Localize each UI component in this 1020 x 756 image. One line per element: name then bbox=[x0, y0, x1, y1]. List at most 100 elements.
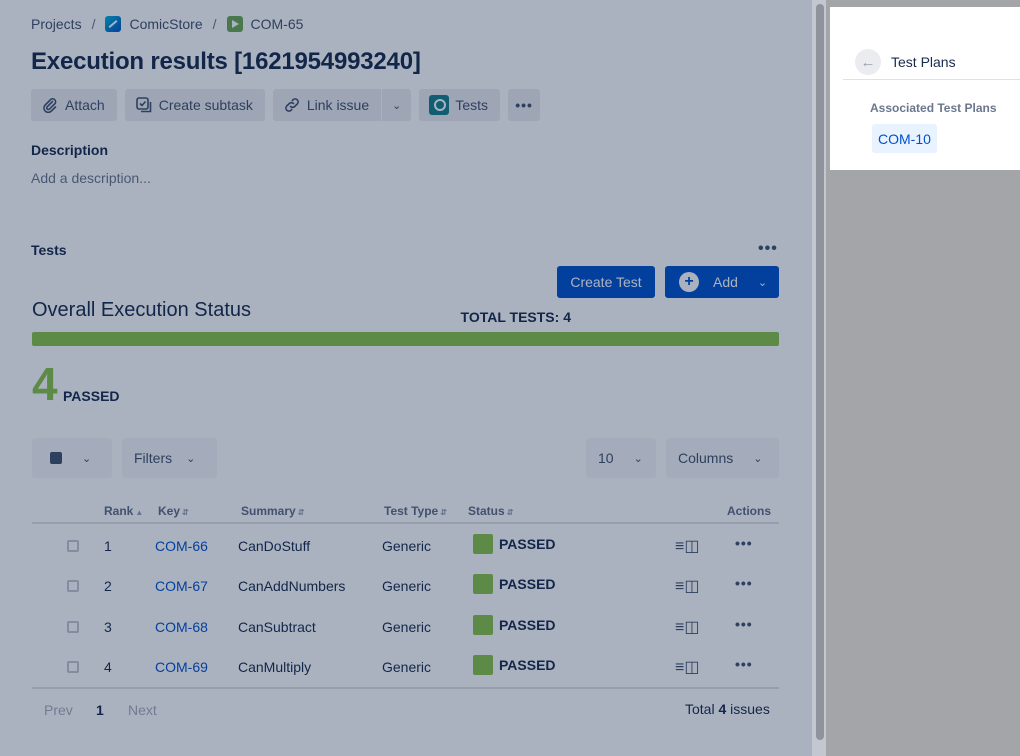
description-field[interactable]: Add a description... bbox=[31, 170, 151, 186]
page-size-select[interactable]: 10 ⌄ bbox=[586, 438, 656, 478]
tests-label: Tests bbox=[455, 97, 489, 113]
more-icon: ••• bbox=[515, 97, 533, 113]
columns-dropdown[interactable]: Columns ⌄ bbox=[666, 438, 779, 478]
row-checkbox[interactable] bbox=[67, 661, 79, 673]
column-summary-label: Summary bbox=[241, 504, 296, 518]
attach-button[interactable]: Attach bbox=[31, 89, 117, 121]
create-test-label: Create Test bbox=[570, 274, 642, 290]
breadcrumb-project[interactable]: ComicStore bbox=[105, 16, 203, 32]
sort-icon: ⇵ bbox=[297, 508, 305, 517]
tests-button[interactable]: Tests bbox=[419, 89, 501, 121]
row-key-link[interactable]: COM-68 bbox=[155, 619, 208, 635]
add-button[interactable]: + Add ⌄ bbox=[665, 266, 779, 298]
column-status[interactable]: Status ⇵ bbox=[468, 504, 513, 518]
row-checkbox[interactable] bbox=[67, 580, 79, 592]
paperclip-icon bbox=[41, 96, 59, 114]
row-status[interactable]: PASSED bbox=[473, 574, 556, 594]
status-color-swatch bbox=[473, 655, 493, 675]
row-test-type: Generic bbox=[382, 619, 432, 635]
plus-icon: + bbox=[679, 272, 699, 292]
column-key-label: Key bbox=[158, 504, 181, 518]
breadcrumb-project-label[interactable]: ComicStore bbox=[129, 16, 203, 32]
execution-details-icon[interactable]: ≡◫ bbox=[675, 659, 700, 676]
xray-tests-icon bbox=[429, 95, 450, 115]
table-header: Rank ▲ Key ⇵ Summary ⇵ Test Type ⇵ Status ⇵ A… bbox=[32, 500, 779, 524]
row-summary: CanMultiply bbox=[238, 659, 312, 675]
page-1-button[interactable]: 1 bbox=[96, 702, 104, 718]
row-checkbox[interactable] bbox=[67, 540, 79, 552]
test-plans-panel: ← Test Plans Associated Test Plans COM-1… bbox=[830, 7, 1020, 170]
execution-details-icon[interactable]: ≡◫ bbox=[675, 538, 700, 555]
associated-test-plans-label: Associated Test Plans bbox=[870, 101, 997, 115]
row-key-link[interactable]: COM-69 bbox=[155, 659, 208, 675]
row-summary: CanDoStuff bbox=[238, 538, 311, 554]
page-title[interactable]: Execution results [1621954993240] bbox=[31, 48, 421, 75]
table-row[interactable]: 2 COM-67 CanAddNumbers Generic PASSED ≡◫… bbox=[32, 566, 779, 606]
chevron-down-icon: ⌄ bbox=[753, 452, 763, 465]
row-status[interactable]: PASSED bbox=[473, 615, 556, 635]
breadcrumb-issue-label[interactable]: COM-65 bbox=[250, 16, 304, 32]
more-actions-button[interactable]: ••• bbox=[508, 89, 541, 121]
scrollbar-thumb[interactable] bbox=[816, 4, 824, 740]
chevron-down-icon: ⌄ bbox=[82, 452, 92, 465]
breadcrumb-issue[interactable]: COM-65 bbox=[226, 16, 304, 32]
test-execution-icon bbox=[226, 16, 243, 32]
total-tests: TOTAL TESTS: 4 bbox=[460, 309, 571, 325]
execution-details-icon[interactable]: ≡◫ bbox=[675, 619, 700, 636]
backdrop-left bbox=[826, 7, 830, 170]
row-key-link[interactable]: COM-67 bbox=[155, 578, 208, 594]
row-key-link[interactable]: COM-66 bbox=[155, 538, 208, 554]
column-actions: Actions bbox=[727, 504, 772, 518]
link-issue-button[interactable]: Link issue bbox=[272, 89, 382, 121]
link-icon bbox=[283, 96, 301, 114]
table-row[interactable]: 3 COM-68 CanSubtract Generic PASSED ≡◫ •… bbox=[32, 607, 779, 647]
sort-icon: ⇵ bbox=[506, 508, 514, 517]
row-more-icon[interactable]: ••• bbox=[735, 535, 753, 551]
breadcrumb-separator: / bbox=[212, 16, 217, 32]
row-status[interactable]: PASSED bbox=[473, 534, 556, 554]
status-color-swatch bbox=[473, 574, 493, 594]
column-summary[interactable]: Summary ⇵ bbox=[241, 504, 304, 518]
breadcrumb-projects-label[interactable]: Projects bbox=[31, 16, 82, 32]
row-rank: 3 bbox=[104, 619, 112, 635]
passed-count: 4 bbox=[32, 358, 58, 410]
tests-more-icon[interactable]: ••• bbox=[758, 240, 778, 257]
table-row[interactable]: 1 COM-66 CanDoStuff Generic PASSED ≡◫ ••… bbox=[32, 526, 779, 566]
execution-details-icon[interactable]: ≡◫ bbox=[675, 578, 700, 595]
create-test-button[interactable]: Create Test bbox=[557, 266, 655, 298]
passed-label: PASSED bbox=[63, 388, 120, 404]
column-status-label: Status bbox=[468, 504, 505, 518]
row-rank: 1 bbox=[104, 538, 112, 554]
create-subtask-label: Create subtask bbox=[158, 97, 253, 113]
column-test-type[interactable]: Test Type ⇵ bbox=[384, 504, 447, 518]
row-more-icon[interactable]: ••• bbox=[735, 575, 753, 591]
bulk-select-dropdown[interactable]: ⌄ bbox=[32, 438, 112, 478]
table-row[interactable]: 4 COM-69 CanMultiply Generic PASSED ≡◫ •… bbox=[32, 647, 779, 687]
column-test-type-label: Test Type bbox=[384, 504, 439, 518]
row-status[interactable]: PASSED bbox=[473, 655, 556, 675]
column-key[interactable]: Key ⇵ bbox=[158, 504, 189, 518]
column-rank[interactable]: Rank ▲ bbox=[104, 504, 143, 518]
total-count: 4 bbox=[718, 701, 727, 717]
status-color-swatch bbox=[473, 615, 493, 635]
sort-asc-icon: ▲ bbox=[135, 508, 144, 517]
row-test-type: Generic bbox=[382, 578, 432, 594]
row-status-label: PASSED bbox=[499, 617, 556, 633]
row-checkbox[interactable] bbox=[67, 621, 79, 633]
backdrop-lower bbox=[826, 170, 1020, 756]
filters-dropdown[interactable]: Filters ⌄ bbox=[122, 438, 217, 478]
chevron-down-icon: ⌄ bbox=[186, 452, 196, 465]
link-issue-dropdown[interactable]: ⌄ bbox=[382, 89, 412, 121]
back-button[interactable]: ← bbox=[855, 49, 881, 75]
create-subtask-button[interactable]: Create subtask bbox=[124, 89, 265, 121]
total-issues: Total 4 issues bbox=[685, 701, 770, 717]
prev-page-button[interactable]: Prev bbox=[44, 702, 73, 718]
breadcrumb-projects[interactable]: Projects bbox=[31, 16, 82, 32]
add-label: Add bbox=[713, 274, 738, 290]
overall-status-title: Overall Execution Status bbox=[32, 299, 251, 321]
select-all-checkbox-icon bbox=[50, 452, 62, 464]
row-more-icon[interactable]: ••• bbox=[735, 656, 753, 672]
row-more-icon[interactable]: ••• bbox=[735, 616, 753, 632]
next-page-button[interactable]: Next bbox=[128, 702, 157, 718]
test-plan-link[interactable]: COM-10 bbox=[872, 124, 937, 153]
